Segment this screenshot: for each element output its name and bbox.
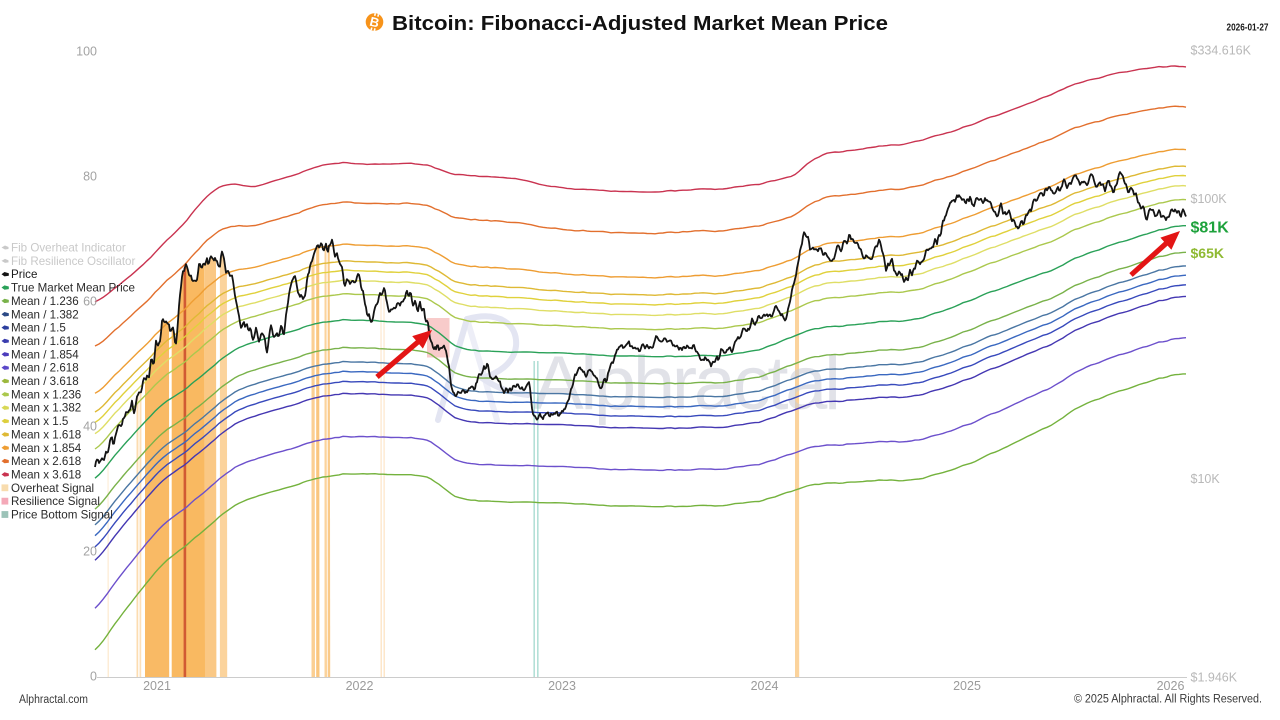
svg-text:Price Bottom Signal: Price Bottom Signal	[11, 509, 113, 522]
svg-text:2023: 2023	[548, 679, 576, 693]
svg-text:$10K: $10K	[1191, 472, 1221, 486]
svg-text:2024: 2024	[751, 679, 779, 693]
svg-text:Mean / 1.236: Mean / 1.236	[11, 295, 79, 308]
svg-text:Alphractal.com: Alphractal.com	[19, 694, 88, 706]
svg-text:Mean x 1.854: Mean x 1.854	[11, 442, 82, 455]
svg-text:Mean / 1.854: Mean / 1.854	[11, 348, 79, 361]
svg-text:© 2025 Alphractal. All Rights: © 2025 Alphractal. All Rights Reserved.	[1074, 694, 1262, 706]
svg-text:Mean / 1.618: Mean / 1.618	[11, 335, 79, 348]
svg-text:Fib Resilience Oscillator: Fib Resilience Oscillator	[11, 255, 135, 268]
svg-text:20: 20	[83, 545, 97, 559]
svg-text:True Market Mean Price: True Market Mean Price	[11, 282, 135, 295]
svg-text:Mean x 1.236: Mean x 1.236	[11, 388, 81, 401]
svg-text:Resilience Signal: Resilience Signal	[11, 495, 100, 508]
svg-text:$334.616K: $334.616K	[1191, 44, 1252, 58]
svg-text:Fib Overheat Indicator: Fib Overheat Indicator	[11, 242, 126, 255]
svg-text:80: 80	[83, 170, 97, 184]
svg-text:Mean x 1.382: Mean x 1.382	[11, 402, 81, 415]
svg-text:100: 100	[76, 45, 97, 59]
svg-text:$1.946K: $1.946K	[1191, 671, 1238, 685]
svg-text:Price: Price	[11, 268, 37, 281]
svg-text:Bitcoin: Fibonacci-Adjusted Ma: Bitcoin: Fibonacci-Adjusted Market Mean …	[392, 12, 888, 35]
svg-text:$65K: $65K	[1191, 245, 1224, 261]
svg-text:2026-01-27: 2026-01-27	[1227, 23, 1269, 34]
svg-text:Mean x 1.618: Mean x 1.618	[11, 428, 81, 441]
svg-text:0: 0	[90, 670, 97, 684]
svg-text:B: B	[368, 14, 381, 31]
svg-text:Mean x 3.618: Mean x 3.618	[11, 468, 81, 481]
svg-text:60: 60	[83, 295, 97, 309]
svg-text:40: 40	[83, 420, 97, 434]
svg-text:Mean / 1.382: Mean / 1.382	[11, 308, 79, 321]
svg-text:Mean / 3.618: Mean / 3.618	[11, 375, 79, 388]
svg-text:2021: 2021	[143, 679, 171, 693]
svg-text:Mean x 2.618: Mean x 2.618	[11, 455, 81, 468]
svg-text:Mean / 2.618: Mean / 2.618	[11, 362, 79, 375]
svg-text:$81K: $81K	[1191, 220, 1230, 237]
svg-text:$100K: $100K	[1191, 192, 1228, 206]
svg-text:2022: 2022	[346, 679, 374, 693]
svg-text:2026: 2026	[1157, 679, 1185, 693]
svg-text:Mean x 1.5: Mean x 1.5	[11, 415, 68, 428]
svg-text:Overheat Signal: Overheat Signal	[11, 482, 94, 495]
svg-text:2025: 2025	[953, 679, 981, 693]
svg-text:Mean / 1.5: Mean / 1.5	[11, 322, 66, 335]
